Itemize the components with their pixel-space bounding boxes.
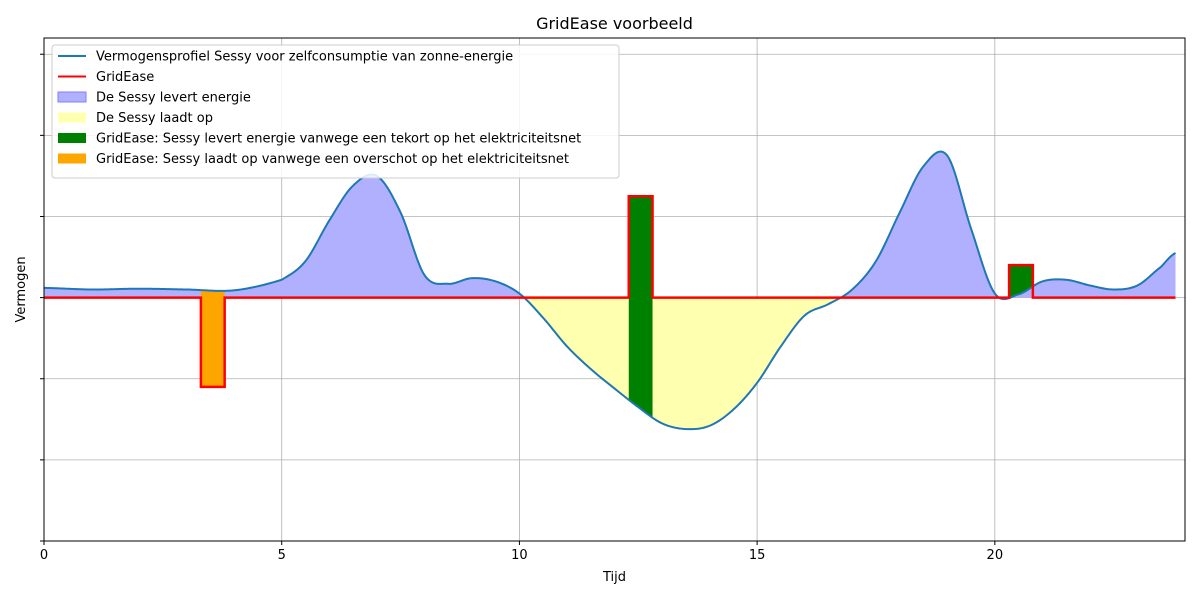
- gridease-charge-fill: [200, 290, 225, 387]
- x-tick-label: 15: [749, 548, 766, 563]
- legend-entry-label: GridEase: Sessy levert energie vanwege e…: [96, 132, 581, 147]
- legend-patch-swatch: [58, 112, 86, 123]
- discharge-area: [44, 151, 1176, 298]
- x-tick-label: 10: [511, 548, 528, 563]
- charge-area: [44, 297, 1176, 430]
- profile-line: [43, 150, 1176, 431]
- legend-entry-label: De Sessy laadt op: [96, 111, 213, 126]
- x-tick-label: 20: [987, 548, 1004, 563]
- x-axis-label: Tijd: [602, 570, 626, 585]
- chart-title: GridEase voorbeeld: [536, 14, 693, 33]
- area-fills: [44, 151, 1176, 430]
- legend-patch-swatch: [58, 133, 86, 143]
- axis-ticks: 0 5 10 15 20: [40, 53, 1004, 563]
- gridease-discharge-fill: [628, 196, 653, 418]
- legend-entry-label: GridEase: [96, 70, 154, 85]
- axes-frame: [43, 37, 1186, 542]
- legend-patch-swatch: [58, 153, 86, 164]
- x-tick-label: 0: [40, 548, 48, 563]
- series-lines: [43, 150, 1176, 431]
- legend-entry-label: Vermogensprofiel Sessy voor zelfconsumpt…: [96, 50, 513, 65]
- legend-patch-swatch: [57, 91, 87, 103]
- legend-entry-label: De Sessy levert energie: [96, 91, 251, 106]
- gridease-line: [44, 194, 1176, 389]
- legend-box: [51, 44, 620, 179]
- x-tick-label: 5: [278, 548, 286, 563]
- legend: Vermogensprofiel Sessy voor zelfconsumpt…: [51, 44, 620, 179]
- legend-entry-label: GridEase: Sessy laadt op vanwege een ove…: [96, 152, 569, 167]
- y-axis-label: Vermogen: [14, 256, 29, 322]
